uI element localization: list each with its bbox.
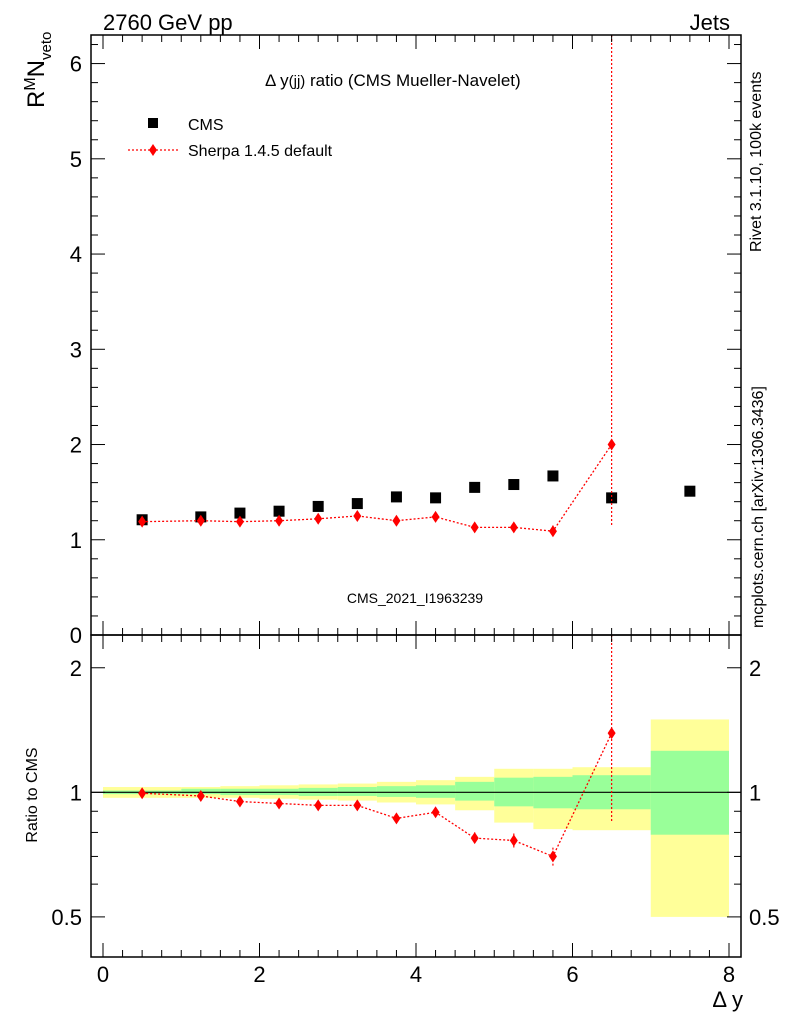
sherpa-data-point <box>607 438 616 451</box>
x-tick-label: 2 <box>253 962 265 987</box>
main-plot-panel: 0 1 2 3 4 5 6 CMS_2021_I1963239 Δ y(jj) ratio … <box>22 32 742 648</box>
cms-data-point <box>606 492 618 504</box>
ratio-data-point <box>138 787 147 800</box>
ratio-data-point <box>275 797 284 810</box>
sherpa-data-point <box>353 509 362 522</box>
ratio-y-tick-label-right: 0.5 <box>749 905 780 930</box>
x-axis: 0 2 4 6 8 <box>97 635 735 987</box>
legend-marker-cms <box>148 118 158 128</box>
main-y-axis: 0 1 2 3 4 5 6 <box>70 35 741 648</box>
y-tick-label: 6 <box>70 52 82 77</box>
band-inner <box>455 781 495 801</box>
sherpa-data-point <box>470 521 479 534</box>
cms-data-point <box>684 485 696 497</box>
ratio-data-point <box>353 799 362 812</box>
rivet-version-label: Rivet 3.1.10, 100k events <box>748 71 765 252</box>
y-label-base: R <box>23 91 50 108</box>
y-tick-label: 0 <box>70 623 82 648</box>
sherpa-data-point <box>196 514 205 527</box>
ratio-data-point <box>235 795 244 808</box>
cms-data-point <box>547 470 559 482</box>
sherpa-data-point <box>509 521 518 534</box>
y-label-main: N <box>23 60 50 77</box>
ratio-y-tick-label-left: 0.5 <box>51 905 82 930</box>
y-tick-label: 1 <box>70 528 82 553</box>
x-tick-label: 4 <box>410 962 422 987</box>
uncertainty-bands <box>103 719 729 917</box>
y-tick-label: 4 <box>70 242 82 267</box>
y-label-superscript: M <box>22 77 39 90</box>
category-label: Jets <box>690 10 730 35</box>
ratio-data-point <box>431 806 440 819</box>
legend-label-sherpa: Sherpa 1.4.5 default <box>188 143 333 160</box>
ratio-data-point <box>196 789 205 802</box>
legend-label-cms: CMS <box>188 117 224 134</box>
mcplots-reference-label: mcplots.cern.ch [arXiv:1306.3436] <box>750 386 767 628</box>
ratio-y-axis: 0.5 0.5 1 1 2 2 <box>51 656 780 958</box>
cms-data-point <box>312 500 324 512</box>
plot-title-subscript: (jj) <box>289 73 306 90</box>
legend-marker-sherpa <box>149 144 157 156</box>
watermark: CMS_2021_I1963239 <box>347 590 483 606</box>
cms-data-point <box>273 505 285 517</box>
sherpa-line <box>142 444 613 532</box>
svg-text:RMNveto: RMNveto <box>22 32 55 108</box>
sherpa-data-point <box>314 512 323 525</box>
sherpa-data-point <box>275 514 284 527</box>
ratio-data-point <box>470 832 479 845</box>
cms-data-point <box>390 491 402 503</box>
cms-data-point <box>430 492 442 504</box>
x-axis-label: Δ y <box>712 987 743 1012</box>
legend: CMS Sherpa 1.4.5 default <box>128 117 333 160</box>
plot-title: Δ y(jj) ratio (CMS Mueller-Navelet) <box>265 71 521 90</box>
energy-label: 2760 GeV pp <box>103 10 233 35</box>
ratio-y-axis-label: Ratio to CMS <box>24 747 41 842</box>
cms-data-point <box>234 507 246 519</box>
ratio-plot-panel: 0.5 0.5 1 1 2 2 0 2 4 6 8 Ratio to CMS Δ y <box>24 634 780 1012</box>
band-inner <box>337 787 377 796</box>
x-tick-label: 8 <box>723 962 735 987</box>
ratio-line <box>142 732 613 858</box>
ratio-y-tick-label-right: 2 <box>749 656 761 681</box>
sherpa-data-point <box>548 525 557 538</box>
plot-title-prefix: Δ y <box>265 71 289 90</box>
plot-title-rest: ratio (CMS Mueller-Navelet) <box>305 71 520 90</box>
y-tick-label: 5 <box>70 147 82 172</box>
cms-data-point <box>351 498 363 510</box>
sherpa-data-point <box>431 510 440 523</box>
band-inner <box>416 785 456 798</box>
ratio-data-point <box>314 799 323 812</box>
ratio-data-point <box>607 727 616 740</box>
band-inner <box>376 786 416 797</box>
x-tick-label: 0 <box>97 962 109 987</box>
x-tick-label: 6 <box>566 962 578 987</box>
ratio-y-tick-label-right: 1 <box>749 780 761 805</box>
cms-data-point <box>508 479 520 491</box>
ratio-y-tick-label-left: 2 <box>70 656 82 681</box>
sherpa-data-point <box>392 514 401 527</box>
ratio-data-point <box>548 850 557 863</box>
main-y-axis-label: RMNveto <box>22 32 55 108</box>
ratio-data-point <box>392 812 401 825</box>
y-label-subscript: veto <box>38 32 55 60</box>
ratio-y-tick-label-left: 1 <box>70 780 82 805</box>
ratio-data-point <box>509 834 518 847</box>
sherpa-data-point <box>235 515 244 528</box>
y-tick-label: 3 <box>70 337 82 362</box>
sherpa-data-point <box>138 515 147 528</box>
y-tick-label: 2 <box>70 433 82 458</box>
cms-data-point <box>469 481 481 493</box>
